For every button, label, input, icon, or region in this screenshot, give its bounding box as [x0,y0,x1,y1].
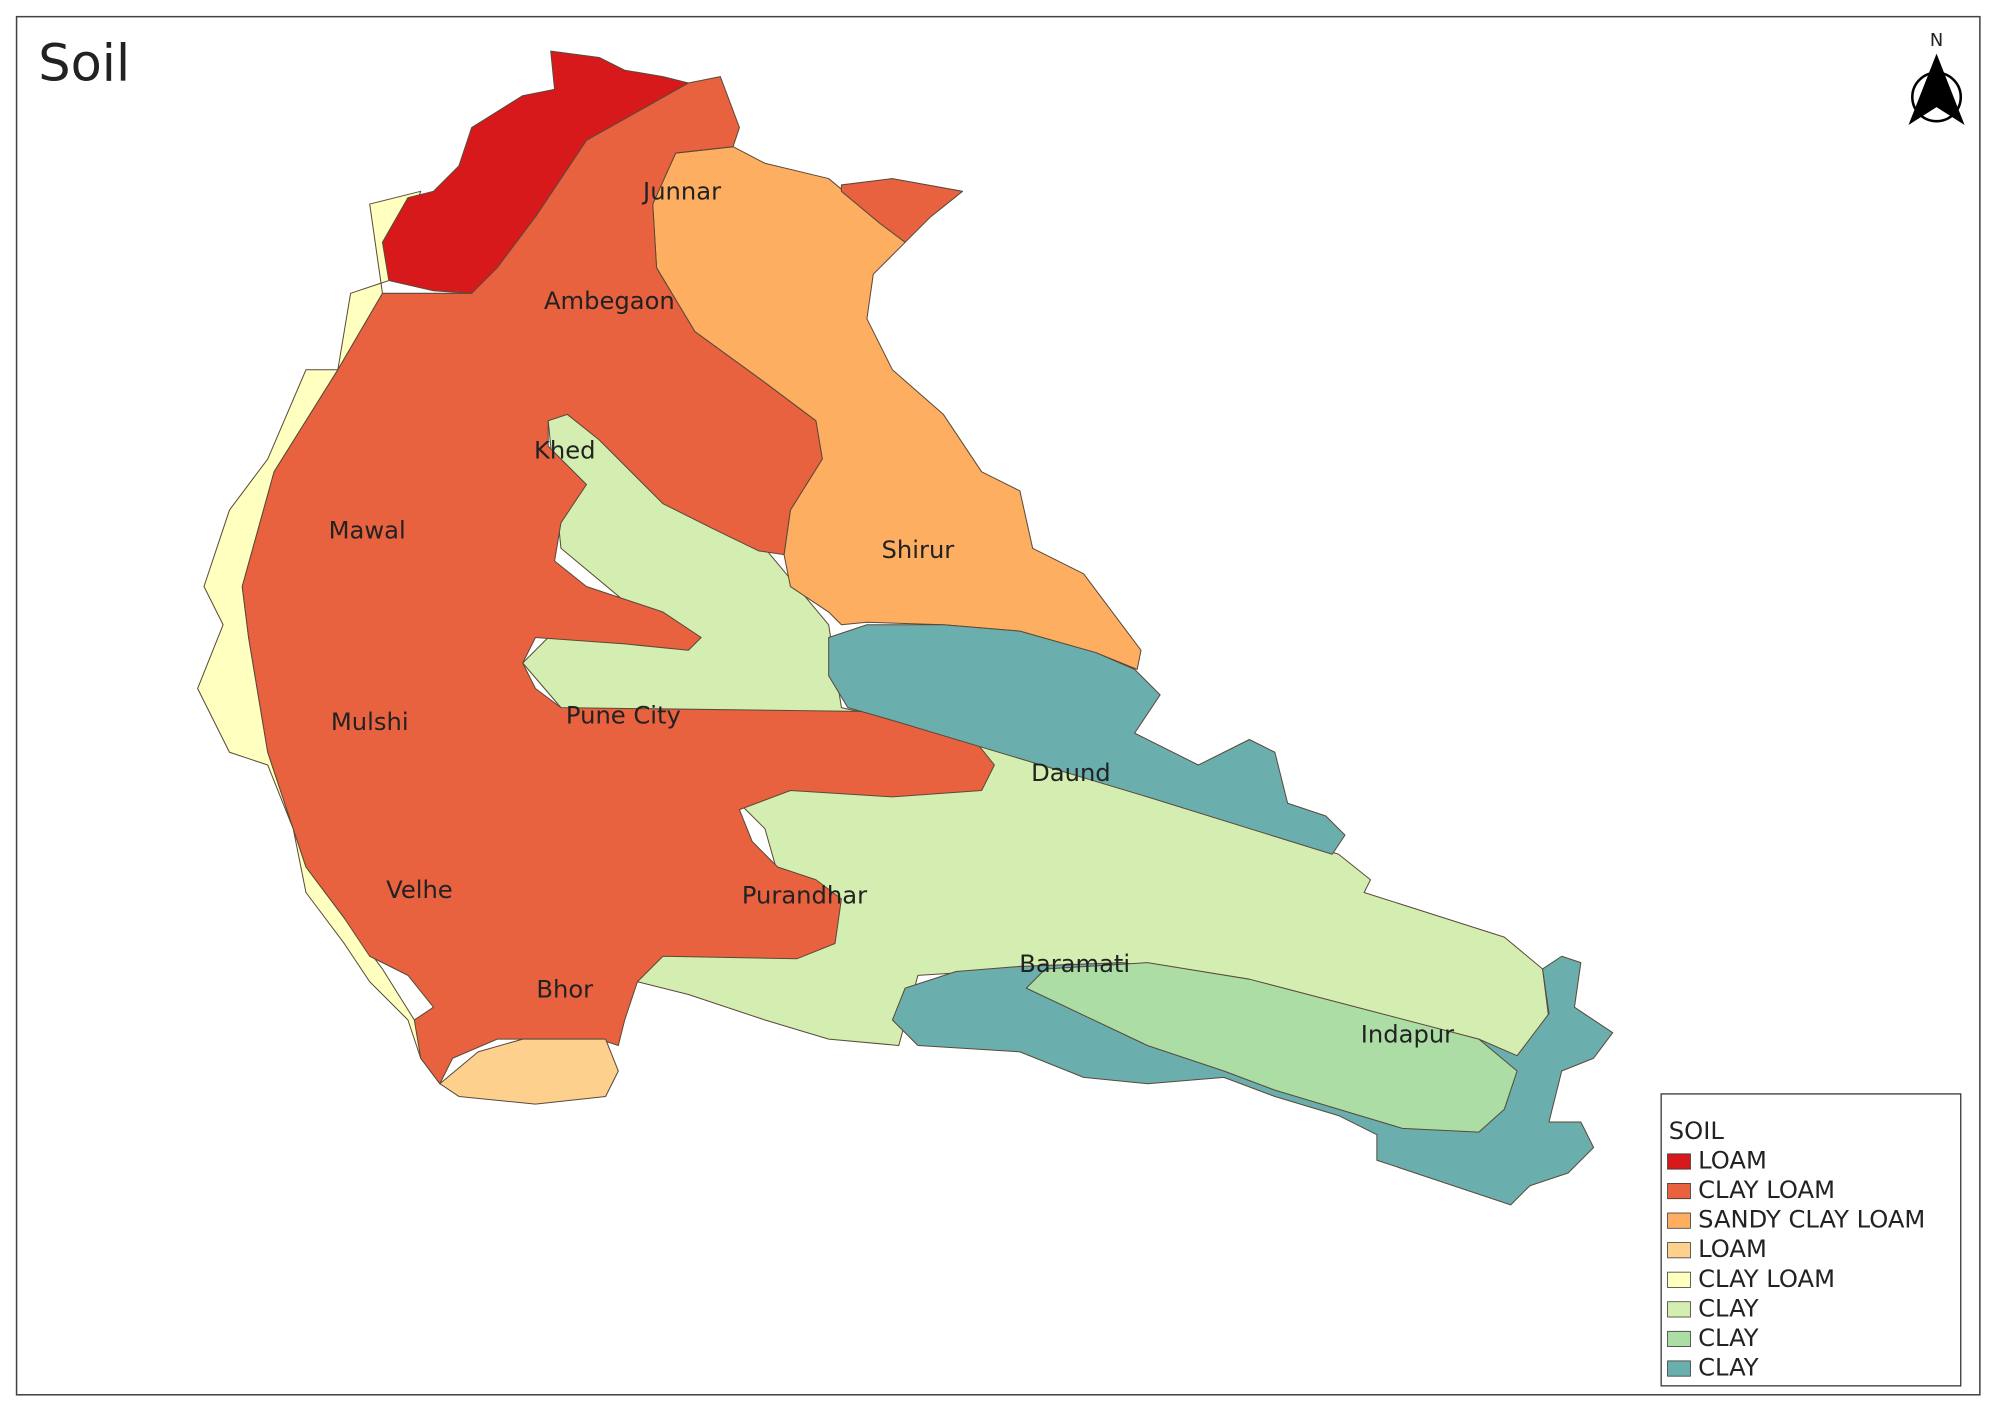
legend-swatch [1667,1330,1691,1347]
north-arrow: N [1908,30,1965,126]
legend-swatch [1667,1183,1691,1200]
legend-swatch [1667,1360,1691,1377]
district-labels: Junnar Ambegaon Khed Mawal Shirur Mulshi Pune … [329,178,1455,1049]
soil-zone [828,624,1346,855]
legend-label: SANDY CLAY LOAM [1698,1206,1925,1234]
district-label: Junnar [641,178,721,206]
soil-zone [241,76,995,1085]
map-title: Soil [38,34,130,93]
legend-label: CLAY LOAM [1698,1265,1835,1293]
legend-label: CLAY [1698,1324,1759,1352]
north-label: N [1930,30,1943,51]
legend-label: LOAM [1698,1146,1767,1174]
district-label: Mawal [329,517,406,545]
legend-swatch [1667,1212,1691,1229]
district-label: Purandhar [742,881,867,909]
district-label: Indapur [1361,1020,1454,1048]
district-label: Daund [1031,759,1111,787]
legend-label: LOAM [1698,1235,1767,1263]
soil-zone [439,1038,619,1105]
legend-label: CLAY LOAM [1698,1176,1835,1204]
legend-swatch [1667,1153,1691,1170]
legend-swatch [1667,1271,1691,1288]
district-label: Pune City [566,702,681,730]
legend-label: CLAY [1698,1294,1759,1322]
zones [197,50,1614,1206]
district-label: Mulshi [331,708,409,736]
legend-box [1660,1093,1962,1387]
district-label: Baramati [1019,950,1130,978]
soil-zone [1025,962,1518,1133]
north-arrow-head [1908,53,1965,126]
legend-label: CLAY [1698,1354,1759,1382]
district-label: Shirur [882,536,955,564]
district-label: Velhe [386,876,453,904]
legend-swatch [1667,1301,1691,1318]
district-label: Ambegaon [544,287,675,315]
district-label: Khed [534,436,596,464]
legend-swatch [1667,1242,1691,1259]
frame [15,15,1981,1396]
soil-zone [840,178,964,243]
soil-zone [381,50,689,294]
district-label: Bhor [536,976,593,1004]
legend-title: SOIL [1669,1117,1725,1145]
